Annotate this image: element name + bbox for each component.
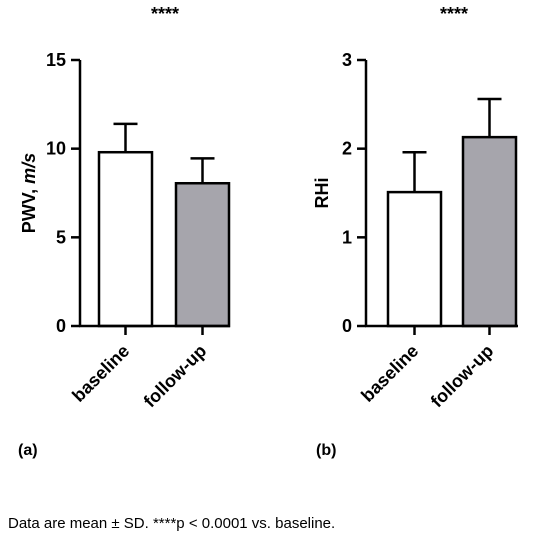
category-label: follow-up	[140, 341, 211, 412]
y-tick-label: 2	[342, 139, 352, 159]
category-label: follow-up	[427, 341, 498, 412]
figure-caption: Data are mean ± SD. ****p < 0.0001 vs. b…	[8, 515, 336, 532]
y-axis-title: RHi	[312, 178, 332, 209]
bar-baseline	[97, 150, 154, 328]
significance-marker: ****	[151, 4, 179, 24]
y-tick-label: 1	[342, 227, 352, 247]
category-label: baseline	[357, 341, 422, 406]
y-tick-label: 3	[342, 50, 352, 70]
category-label: baseline	[68, 341, 133, 406]
panel-a: 0 5 10 15 baseline follow-up PWV, m/s **** (a)	[18, 4, 231, 459]
panel-label: (b)	[316, 442, 336, 459]
y-tick-label: 15	[46, 50, 66, 70]
bar-baseline	[386, 190, 443, 328]
y-axis-title-unit: m/s	[19, 153, 39, 184]
y-axis-title-main: RHi	[312, 178, 332, 209]
significance-marker: ****	[440, 4, 468, 24]
y-axis-title: PWV, m/s	[19, 153, 39, 233]
y-tick-label: 0	[56, 316, 66, 336]
bar-follow-up	[461, 135, 518, 328]
panel-label: (a)	[18, 442, 38, 459]
bar-follow-up	[174, 181, 231, 328]
y-tick-label: 10	[46, 139, 66, 159]
y-tick-label: 5	[56, 227, 66, 247]
y-tick-label: 0	[342, 316, 352, 336]
y-axis-title-main: PWV,	[19, 184, 39, 233]
panel-b: 0 1 2 3 baseline follow-up RHi **** (b)	[312, 4, 518, 459]
